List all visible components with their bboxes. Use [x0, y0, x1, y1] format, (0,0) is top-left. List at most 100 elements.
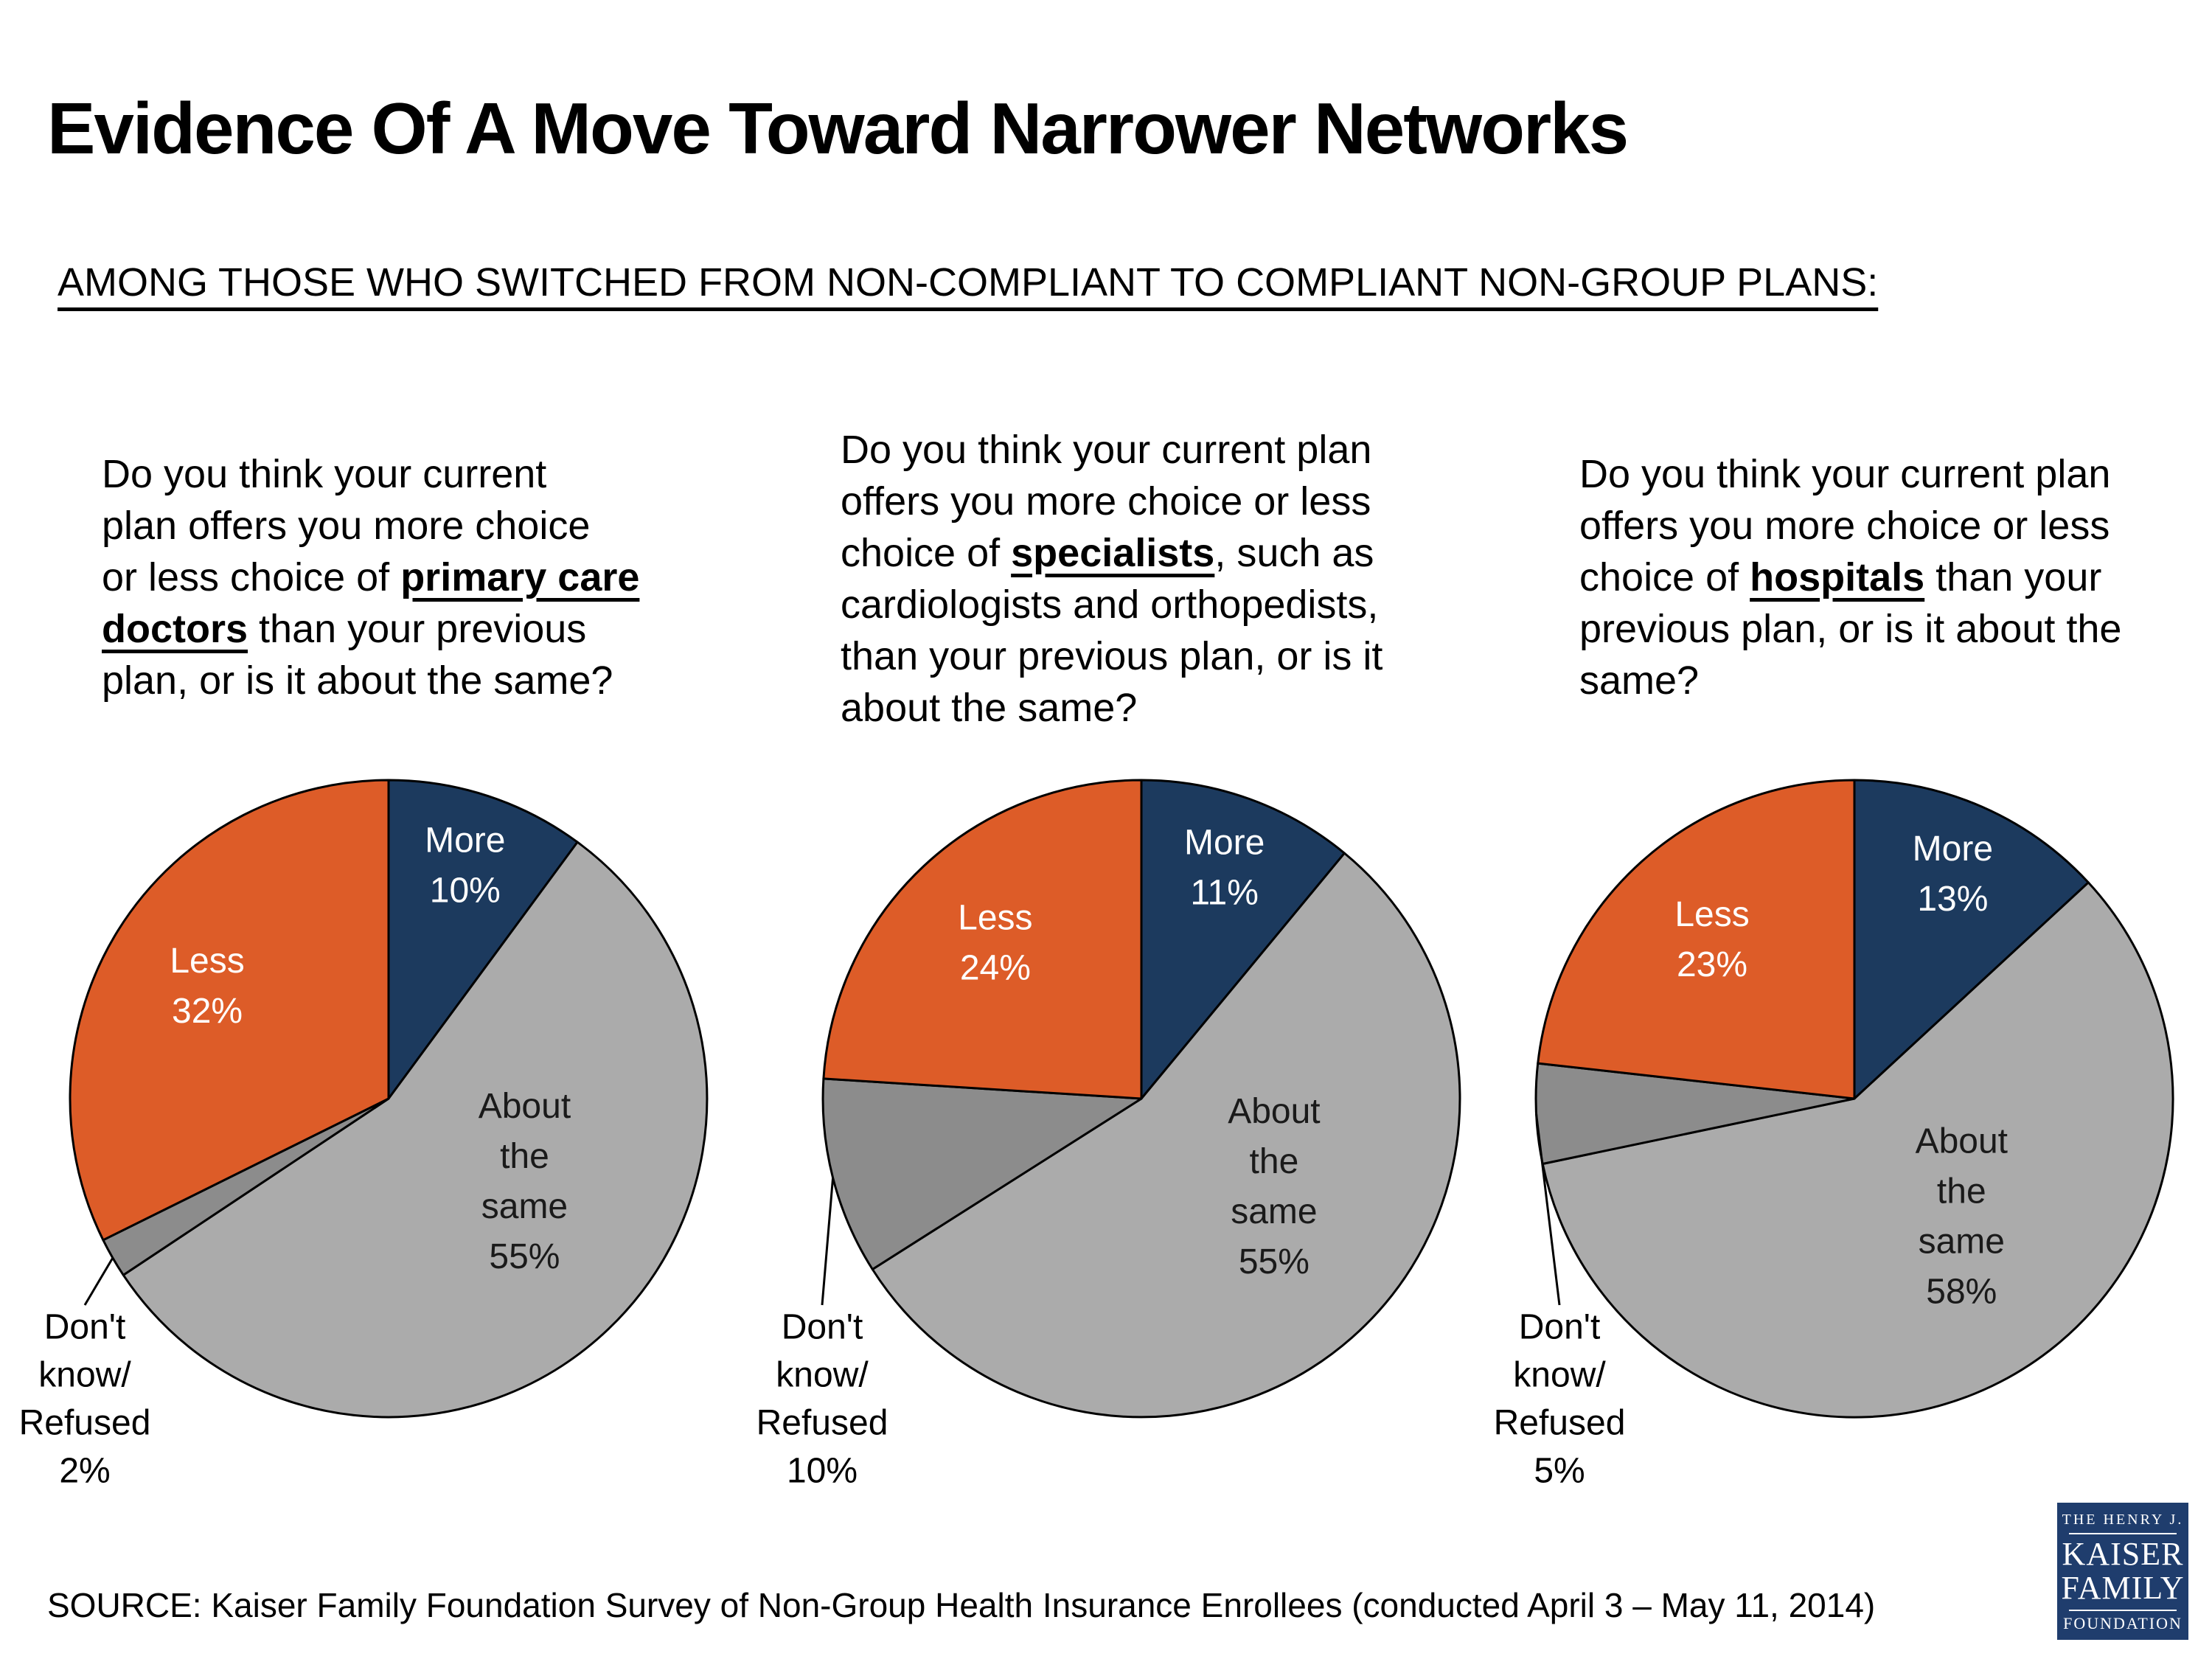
- pie-2-label-don-t-know-refused-line-2: know/: [776, 1356, 869, 1395]
- question-text-1: Do you think your current plan offers you…: [102, 448, 639, 706]
- question-line: cardiologists and orthopedists,: [841, 579, 1382, 630]
- pie-chart-1: More 10% About the same 55% Don't know/Refused 2…: [0, 767, 737, 1626]
- chart-column-2: Do you think your current plan offers you…: [737, 398, 1475, 1652]
- pie-3-leader-line: [1535, 1113, 1561, 1306]
- pie-3-label-about-the-same-line-1: About: [1916, 1121, 2008, 1161]
- pie-3-label-less-line-1: Less: [1674, 895, 1749, 934]
- pie-3-label-about-the-same-line-2: the: [1937, 1172, 1986, 1211]
- question-segment: or less choice of: [102, 555, 401, 599]
- question-line: plan offers you more choice: [102, 500, 639, 552]
- pie-3-label-about-the-same-line-3: same: [1919, 1222, 2005, 1261]
- chart-column-3: Do you think your current plan offers you…: [1475, 398, 2212, 1652]
- question-key-term: specialists: [1011, 531, 1215, 575]
- source-note: SOURCE: Kaiser Family Foundation Survey …: [47, 1586, 1876, 1624]
- chart-column-1: Do you think your current plan offers you…: [0, 398, 737, 1652]
- question-line: offers you more choice or less: [1579, 500, 2121, 552]
- question-line: or less choice of primary care: [102, 552, 639, 603]
- pie-1-slice-more: [387, 779, 579, 1100]
- pie-3-label-about-the-same-line-4: 58%: [1926, 1272, 1997, 1311]
- question-segment: than your previous plan, or is it: [841, 634, 1383, 678]
- pie-1-label-more-line-2: 10%: [430, 871, 501, 910]
- question-line: Do you think your current plan: [841, 424, 1382, 476]
- pie-chart-2: More 11% About the same 55% Don't know/Refused 1…: [737, 767, 1475, 1626]
- pie-2-label-don-t-know-refused-line-4: 10%: [787, 1452, 858, 1491]
- question-segment: previous plan, or is it about the: [1579, 607, 2122, 651]
- subtitle: AMONG THOSE WHO SWITCHED FROM NON-COMPLI…: [58, 260, 1879, 305]
- pie-3-slice-more: [1853, 779, 2090, 1100]
- question-line: previous plan, or is it about the: [1579, 603, 2121, 655]
- pie-1-label-don-t-know-refused-line-2: know/: [38, 1356, 131, 1395]
- pie-2-label-about-the-same-line-1: About: [1228, 1092, 1320, 1131]
- pie-3-slice-about-the-same: [1541, 881, 2174, 1419]
- pie-2-label-about-the-same-line-3: same: [1231, 1192, 1317, 1231]
- question-segment: Do you think your current plan: [1579, 452, 2111, 496]
- pie-2-label-less-line-1: Less: [958, 899, 1032, 938]
- page-title: Evidence Of A Move Toward Narrower Netwo…: [47, 88, 1629, 169]
- question-segment: , such as: [1214, 531, 1374, 575]
- kff-logo-line4: FOUNDATION: [2063, 1614, 2183, 1632]
- question-segment: offers you more choice or less: [841, 479, 1371, 524]
- question-line: about the same?: [841, 682, 1382, 734]
- question-line: same?: [1579, 655, 2121, 706]
- pie-2-label-more-line-1: More: [1184, 824, 1265, 863]
- pie-2-label-more-line-2: 11%: [1190, 874, 1259, 913]
- pie-2-label-about-the-same-line-4: 55%: [1239, 1242, 1310, 1281]
- pie-1-label-don-t-know-refused-line-1: Don't: [44, 1308, 126, 1347]
- pie-1-label-don-t-know-refused-line-4: 2%: [59, 1452, 110, 1491]
- question-segment: about the same?: [841, 686, 1138, 730]
- kff-logo-rule-top: [2069, 1533, 2177, 1534]
- question-segment: choice of: [841, 531, 1012, 575]
- question-segment: Do you think your current: [102, 452, 547, 496]
- question-segment: than your previous: [248, 607, 587, 651]
- question-text-2: Do you think your current plan offers you…: [841, 424, 1382, 734]
- pie-3-label-don-t-know-refused-line-2: know/: [1513, 1356, 1606, 1395]
- question-segment: plan offers you more choice: [102, 504, 591, 548]
- pie-3-label-less-line-2: 23%: [1677, 945, 1747, 984]
- pie-1-label-less-line-1: Less: [170, 942, 244, 981]
- pie-1-label-about-the-same-line-2: the: [500, 1137, 549, 1176]
- kff-logo: THE HENRY J. KAISER FAMILY FOUNDATION: [2057, 1503, 2188, 1640]
- pie-1-label-less-line-2: 32%: [172, 992, 243, 1031]
- pie-2-slice-more: [1140, 779, 1346, 1100]
- question-segment: choice of: [1579, 555, 1750, 599]
- question-key-term: doctors: [102, 607, 248, 651]
- question-segment: offers you more choice or less: [1579, 504, 2110, 548]
- pie-chart-3: More 13% About the same 58% Don't know/Refused 5…: [1475, 767, 2212, 1626]
- question-line: doctors than your previous: [102, 603, 639, 655]
- pie-svg-3: More 13% About the same 58% Don't know/Refused 5…: [1494, 779, 2174, 1491]
- question-segment: same?: [1579, 658, 1700, 703]
- question-line: Do you think your current plan: [1579, 448, 2121, 500]
- pie-3-label-don-t-know-refused-line-3: Refused: [1494, 1404, 1626, 1443]
- kff-logo-line1: THE HENRY J.: [2062, 1512, 2184, 1528]
- pie-2-slice-less: [822, 779, 1143, 1100]
- pie-svg-1: More 10% About the same 55% Don't know/Refused 2…: [19, 779, 709, 1491]
- pie-1-slice-about-the-same: [122, 841, 709, 1419]
- pie-2-label-about-the-same-line-2: the: [1250, 1142, 1299, 1181]
- question-key-term: hospitals: [1750, 555, 1925, 599]
- pie-3-label-don-t-know-refused-line-4: 5%: [1534, 1452, 1585, 1491]
- pie-1-label-more-line-1: More: [425, 821, 505, 860]
- pie-2-label-don-t-know-refused-line-1: Don't: [782, 1308, 863, 1347]
- pie-1-label-don-t-know-refused-line-3: Refused: [19, 1404, 151, 1443]
- question-segment: Do you think your current plan: [841, 428, 1372, 472]
- pie-1-label-about-the-same-line-4: 55%: [489, 1237, 560, 1276]
- question-line: offers you more choice or less: [841, 476, 1382, 527]
- question-line: choice of hospitals than your: [1579, 552, 2121, 603]
- question-line: than your previous plan, or is it: [841, 630, 1382, 682]
- question-segment: than your: [1924, 555, 2102, 599]
- question-segment: plan, or is it about the same?: [102, 658, 613, 703]
- pie-1-leader-line: [83, 1257, 114, 1306]
- question-text-3: Do you think your current plan offers you…: [1579, 448, 2121, 706]
- pie-1-slice-less: [69, 779, 390, 1242]
- pie-1-label-about-the-same-line-3: same: [481, 1187, 568, 1226]
- pie-3-label-more-line-2: 13%: [1917, 880, 1988, 919]
- pie-2-slice-about-the-same: [871, 852, 1461, 1419]
- pie-svg-2: More 11% About the same 55% Don't know/Refused 1…: [757, 779, 1461, 1491]
- pie-3-label-more-line-1: More: [1913, 830, 1993, 869]
- question-line: choice of specialists, such as: [841, 527, 1382, 579]
- question-line: Do you think your current: [102, 448, 639, 500]
- kff-logo-rule-bottom: [2069, 1610, 2177, 1611]
- pie-3-slice-less: [1537, 779, 1856, 1100]
- pie-2-leader-line: [821, 1178, 835, 1306]
